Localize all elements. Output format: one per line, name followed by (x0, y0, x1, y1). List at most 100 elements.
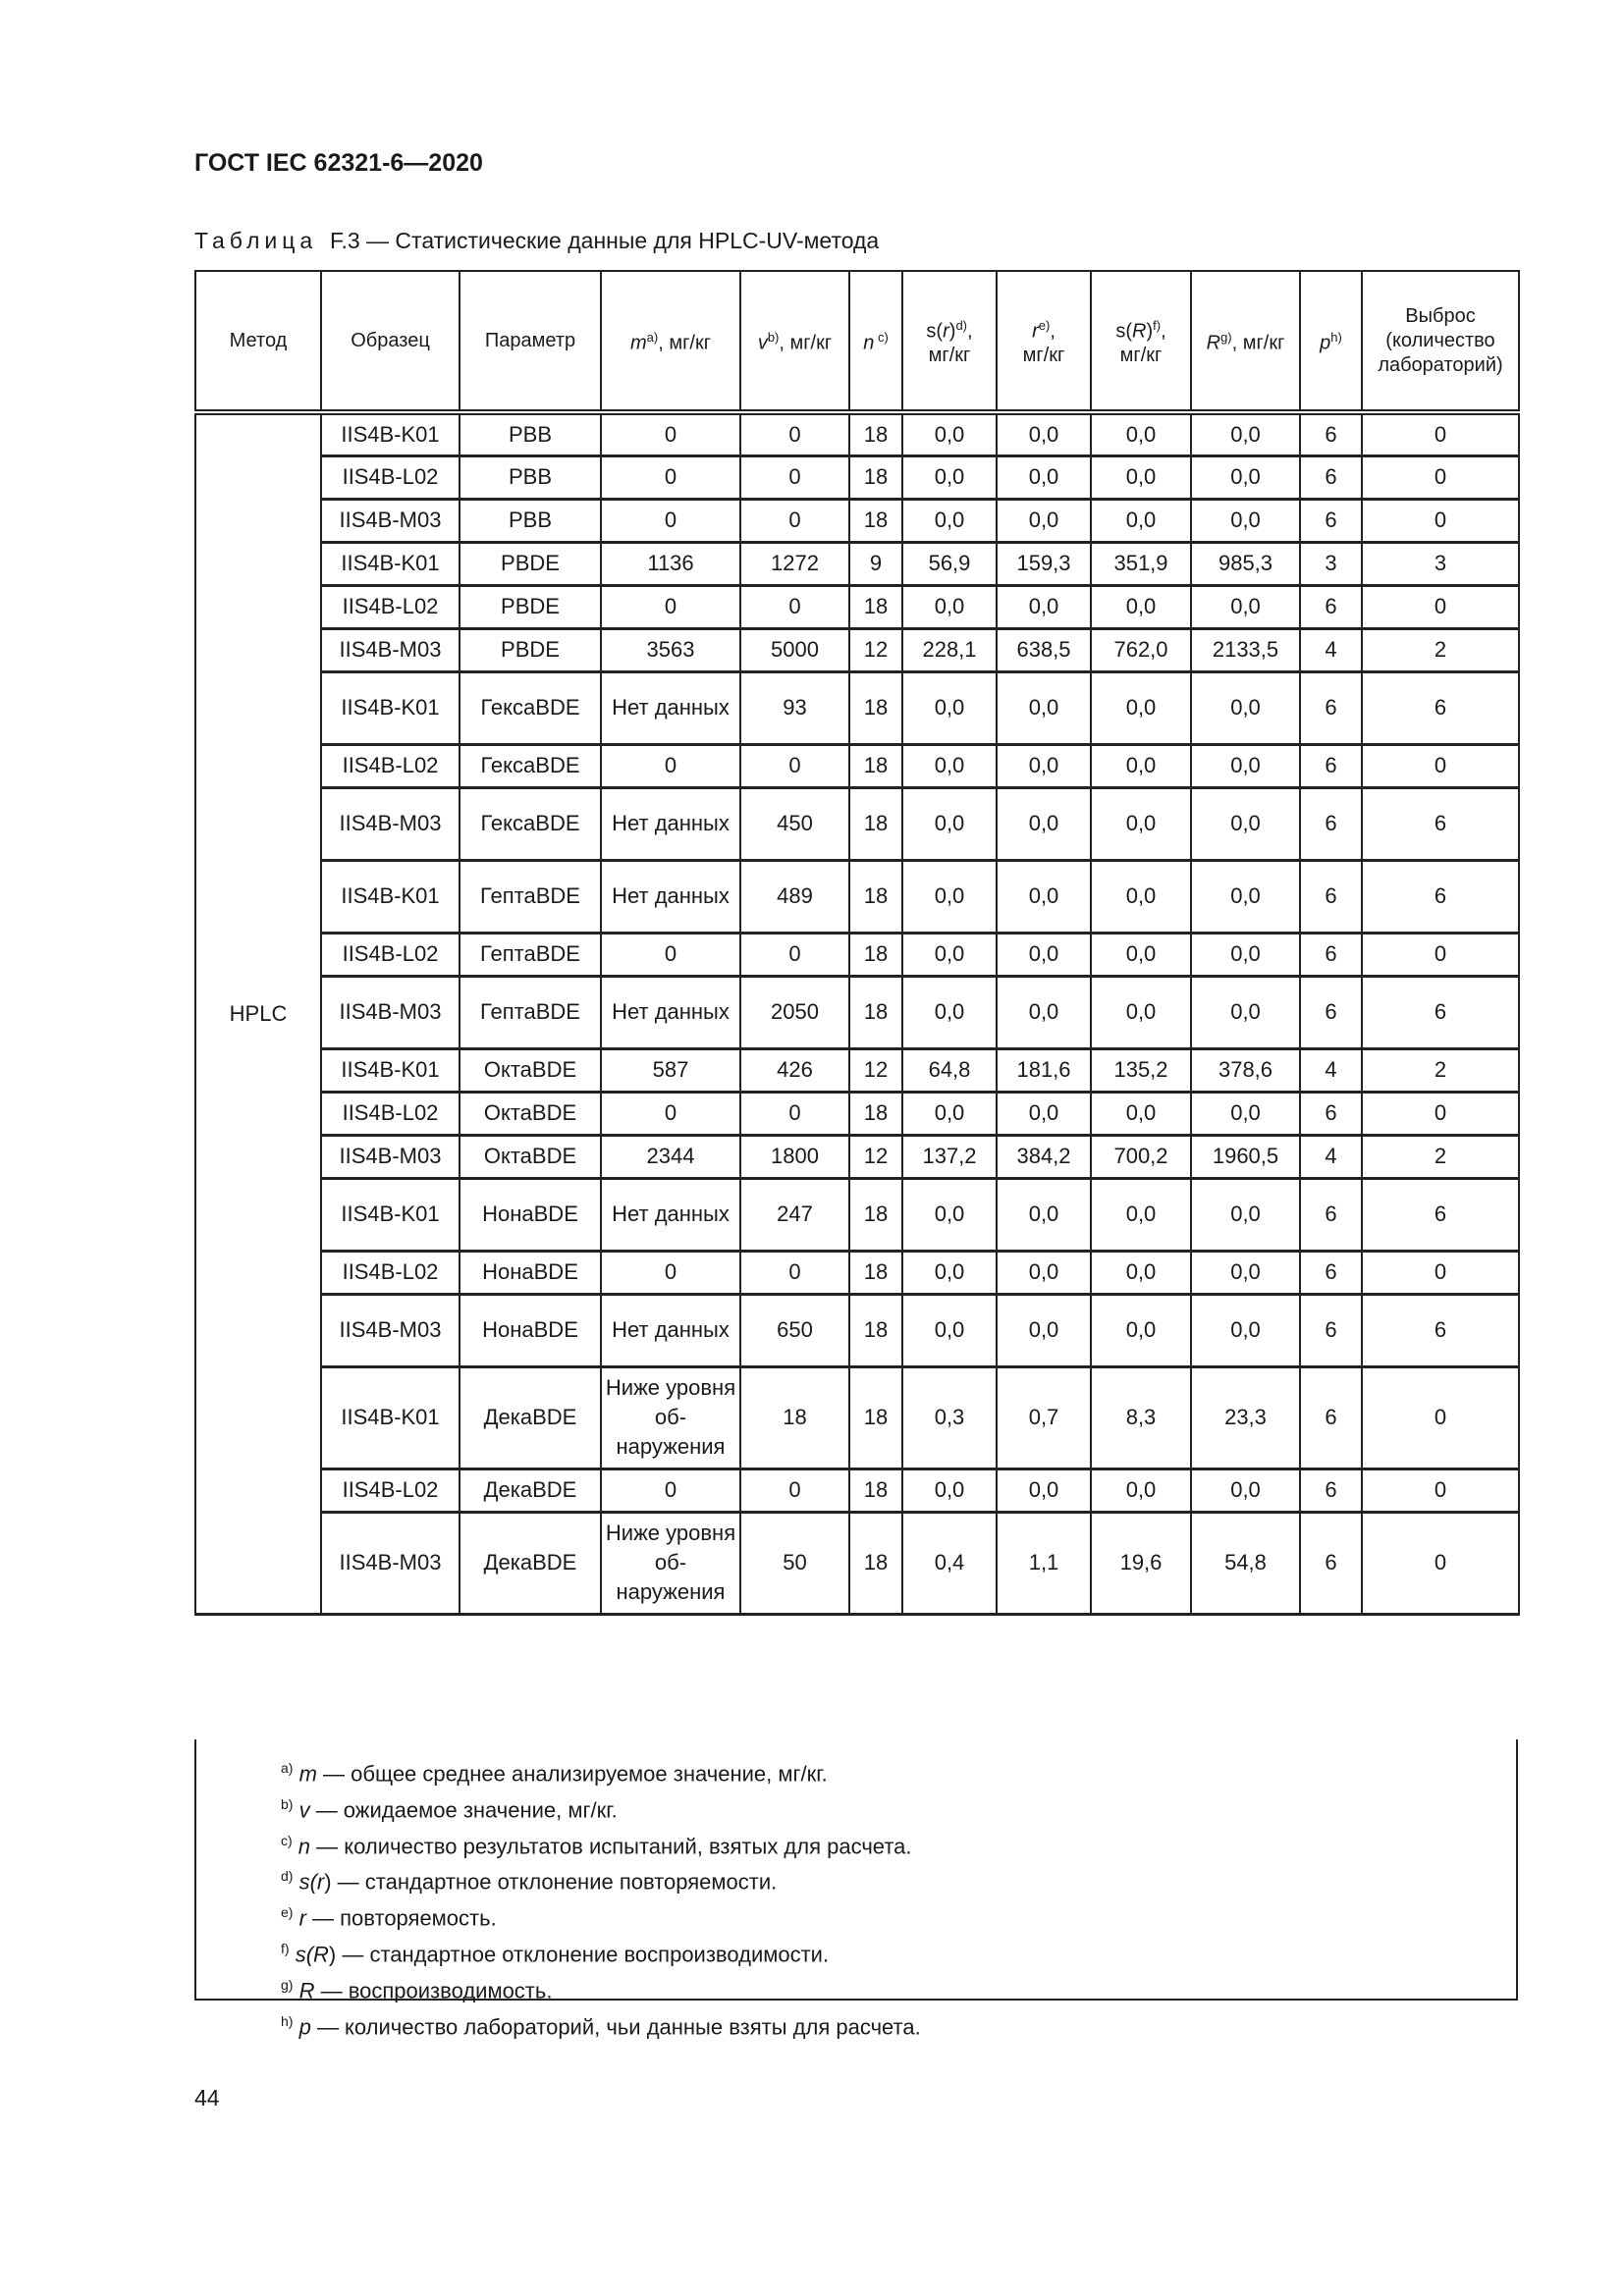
sample-cell: IIS4B-K01 (320, 669, 460, 746)
m-value-cell: 0 (600, 454, 741, 501)
footnotes: a) m — общее среднее анализируемое значе… (194, 1739, 1518, 2039)
table-row: IIS4B-L02 ДекаBDE 0 0 18 0,0 0,0 0,0 0,0 6 0 (195, 1467, 1520, 1514)
sr-value-cell: 0,0 (901, 858, 998, 934)
footnote-mark: a) (281, 1760, 294, 1776)
sr-value-cell: 0,0 (901, 669, 998, 746)
sR-value-cell: 762,0 (1090, 626, 1192, 673)
n-value-cell: 18 (848, 785, 903, 862)
n-value-cell: 18 (848, 1364, 903, 1470)
p-value-cell: 6 (1299, 742, 1363, 789)
m-value-cell: Нет данных (600, 1292, 741, 1368)
n-value-cell: 12 (848, 626, 903, 673)
outliers-cell: 0 (1361, 583, 1520, 630)
m-value-cell: 0 (600, 1249, 741, 1296)
sample-cell: IIS4B-M03 (320, 785, 460, 862)
footnote-ref: b) (767, 330, 780, 346)
header-suffix: ) (948, 320, 956, 343)
sample-cell: IIS4B-L02 (320, 583, 460, 630)
footnote-symbol: p (298, 2014, 311, 2040)
parameter-cell: ДекаBDE (459, 1467, 602, 1514)
v-value-cell: 1272 (739, 540, 850, 587)
sr-value-cell: 0,0 (901, 974, 998, 1050)
footnote-symbol: m (298, 1761, 317, 1787)
table-row: IIS4B-K01 ГексаBDE Нет данных 93 18 0,0 0,0 0,0… (195, 669, 1520, 746)
header-symbol: m (630, 332, 647, 354)
n-value-cell: 18 (848, 497, 903, 544)
outliers-cell: 6 (1361, 669, 1520, 746)
sr-value-cell: 137,2 (901, 1133, 998, 1180)
sample-cell: IIS4B-K01 (320, 858, 460, 934)
outliers-cell: 6 (1361, 785, 1520, 862)
m-value-cell: Нет данных (600, 1176, 741, 1253)
footnote: c) n — количество результатов испытаний,… (281, 1826, 1516, 1862)
sample-cell: IIS4B-K01 (320, 410, 460, 457)
parameter-cell: ГексаBDE (459, 785, 602, 862)
R-value-cell: 54,8 (1190, 1510, 1301, 1616)
r-value-cell: 0,0 (996, 454, 1092, 501)
outliers-cell: 6 (1361, 1292, 1520, 1368)
table-row: IIS4B-L02 ОктаBDE 0 0 18 0,0 0,0 0,0 0,0 6 0 (195, 1090, 1520, 1137)
outliers-cell: 2 (1361, 1133, 1520, 1180)
parameter-cell: PBB (459, 497, 602, 544)
caption-text: F.3 — Статистические данные для HPLC-UV-… (329, 228, 880, 253)
outliers-cell: 0 (1361, 1467, 1520, 1514)
header-unit: , (967, 320, 973, 343)
table-row: IIS4B-M03 ДекаBDE Ниже уровня об-наружения… (195, 1510, 1520, 1616)
r-value-cell: 0,0 (996, 931, 1092, 978)
R-value-cell: 0,0 (1190, 1292, 1301, 1368)
sr-value-cell: 0,0 (901, 1467, 998, 1514)
n-value-cell: 18 (848, 1510, 903, 1616)
header-symbol: r (943, 320, 949, 343)
outliers-cell: 2 (1361, 626, 1520, 673)
R-value-cell: 0,0 (1190, 785, 1301, 862)
r-value-cell: 384,2 (996, 1133, 1092, 1180)
sR-value-cell: 0,0 (1090, 583, 1192, 630)
R-value-cell: 0,0 (1190, 1090, 1301, 1137)
m-value-cell: 587 (600, 1046, 741, 1094)
footnote-ref: a) (646, 330, 659, 346)
sR-value-cell: 0,0 (1090, 454, 1192, 501)
sr-value-cell: 0,0 (901, 1090, 998, 1137)
p-value-cell: 6 (1299, 1090, 1363, 1137)
p-value-cell: 6 (1299, 1176, 1363, 1253)
header-unit: , (1050, 320, 1056, 343)
table-row: IIS4B-K01 ГептаBDE Нет данных 489 18 0,0 0,0 0,… (195, 858, 1520, 934)
p-value-cell: 3 (1299, 540, 1363, 587)
sR-value-cell: 0,0 (1090, 974, 1192, 1050)
n-value-cell: 18 (848, 1176, 903, 1253)
header-unit: мг/кг (1022, 345, 1065, 367)
outliers-cell: 0 (1361, 1090, 1520, 1137)
header-label: Параметр (484, 329, 576, 351)
p-value-cell: 6 (1299, 1249, 1363, 1296)
v-value-cell: 0 (739, 742, 850, 789)
outliers-cell: 6 (1361, 858, 1520, 934)
n-value-cell: 18 (848, 669, 903, 746)
footnote-ref: h) (1330, 330, 1342, 346)
sr-value-cell: 0,0 (901, 497, 998, 544)
sr-value-cell: 64,8 (901, 1046, 998, 1094)
m-value-cell: Нет данных (600, 785, 741, 862)
sR-value-cell: 0,0 (1090, 931, 1192, 978)
sr-value-cell: 0,0 (901, 454, 998, 501)
table-row: IIS4B-M03 ОктаBDE 2344 1800 12 137,2 384,2 700,… (195, 1133, 1520, 1180)
R-value-cell: 0,0 (1190, 497, 1301, 544)
footnote-ref: g) (1220, 330, 1232, 346)
sr-value-cell: 0,0 (901, 931, 998, 978)
sr-value-cell: 0,0 (901, 583, 998, 630)
footnote-text: — количество лабораторий, чьи данные взя… (310, 2014, 921, 2040)
footnote-mark: b) (281, 1795, 294, 1812)
header-unit: , мг/кг (779, 332, 833, 354)
n-value-cell: 18 (848, 974, 903, 1050)
header-symbol: p (1320, 332, 1331, 354)
column-header: n c) (848, 270, 903, 415)
n-value-cell: 18 (848, 410, 903, 457)
R-value-cell: 0,0 (1190, 410, 1301, 457)
parameter-cell: PBDE (459, 626, 602, 673)
n-value-cell: 18 (848, 1249, 903, 1296)
R-value-cell: 0,0 (1190, 1249, 1301, 1296)
parameter-cell: ГептаBDE (459, 931, 602, 978)
v-value-cell: 2050 (739, 974, 850, 1050)
footnote-symbol: n (298, 1833, 311, 1858)
r-value-cell: 0,0 (996, 410, 1092, 457)
m-value-cell: 0 (600, 410, 741, 457)
